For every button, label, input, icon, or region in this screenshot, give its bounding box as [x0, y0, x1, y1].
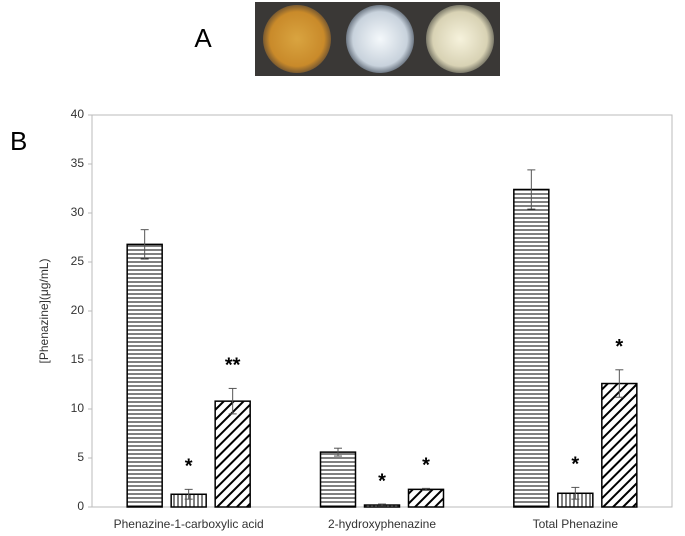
- significance-label: *: [422, 455, 430, 477]
- panel-label: B: [10, 126, 27, 156]
- y-tick-label: 20: [71, 303, 85, 317]
- y-tick-label: 0: [77, 499, 84, 513]
- y-axis-label: [Phenazine](μg/mL): [37, 259, 51, 364]
- y-tick-label: 10: [71, 401, 85, 415]
- x-tick-label: Phenazine-1-carboxylic acid: [114, 517, 264, 531]
- bar: [407, 488, 445, 508]
- significance-label: **: [225, 355, 241, 377]
- x-tick-label: Total Phenazine: [533, 517, 619, 531]
- y-tick-label: 5: [77, 450, 84, 464]
- y-tick-label: 15: [71, 352, 85, 366]
- bar: [126, 243, 163, 508]
- significance-label: *: [571, 454, 579, 476]
- bar: [601, 382, 638, 508]
- plot-frame: [91, 114, 673, 508]
- significance-label: *: [615, 336, 623, 358]
- x-tick-label: 2-hydroxyphenazine: [328, 517, 436, 531]
- y-tick-label: 25: [71, 254, 85, 268]
- panel-label: A: [194, 23, 212, 53]
- bar: [214, 400, 251, 508]
- bar: [513, 188, 550, 508]
- y-tick-label: 35: [71, 156, 85, 170]
- y-tick-label: 30: [71, 205, 85, 219]
- significance-label: *: [185, 456, 193, 478]
- significance-label: *: [378, 470, 386, 492]
- photo: [255, 2, 500, 76]
- bar: [319, 451, 357, 508]
- y-tick-label: 40: [71, 107, 85, 121]
